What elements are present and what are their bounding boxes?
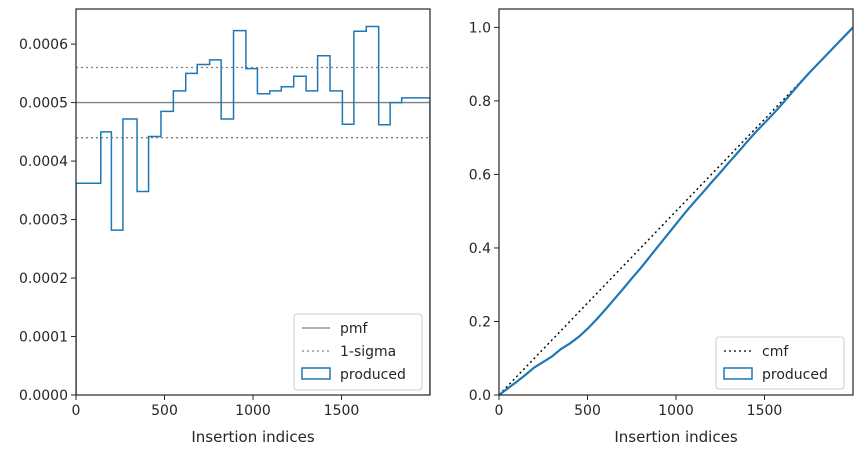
- plot-frame: [75, 8, 431, 396]
- x-tick-label: 500: [574, 403, 601, 419]
- x-axis-title: Insertion indices: [191, 428, 314, 446]
- y-tick-label: 0.2: [469, 314, 491, 330]
- plot-area: [76, 25, 430, 395]
- legend-label: produced: [340, 367, 406, 383]
- legend-label: produced: [762, 367, 828, 383]
- y-tick-label: 0.8: [469, 94, 491, 110]
- right-chart-cmf: 0 500 1000 1500 0.0 0.2 0.4 0.6 0.8 1.0 Insertion …: [469, 8, 854, 446]
- x-axis-title: Insertion indices: [614, 428, 737, 446]
- legend-swatch: [723, 367, 753, 380]
- legend-label: pmf: [340, 321, 369, 337]
- x-tick-label: 1000: [235, 403, 271, 419]
- x-tick-label: 1500: [324, 403, 360, 419]
- produced-cdf-line: [499, 26, 853, 395]
- legend-box: [715, 336, 845, 390]
- legend-box: [293, 313, 423, 391]
- legend-swatch: [301, 367, 331, 380]
- legend: cmf produced: [715, 336, 845, 390]
- x-tick-label: 500: [151, 403, 178, 419]
- y-tick-label: 0.0005: [19, 96, 68, 112]
- legend-label: 1-sigma: [340, 344, 396, 360]
- y-tick-label: 0.0: [469, 388, 491, 404]
- produced-step-histogram: [76, 25, 430, 395]
- legend-label: cmf: [762, 344, 789, 360]
- y-tick-label: 0.0001: [19, 330, 68, 346]
- y-tick-label: 0.6: [469, 167, 491, 183]
- y-tick-label: 0.0006: [19, 37, 68, 53]
- y-tick-label: 0.4: [469, 241, 491, 257]
- x-tick-label: 0: [495, 403, 504, 419]
- left-chart-pmf: 0 500 1000 1500 0.0000 0.0001 0.0002 0.0003 0.00…: [19, 8, 431, 446]
- x-tick-label: 1500: [747, 403, 783, 419]
- y-tick-label: 0.0000: [19, 388, 68, 404]
- plot-area: [499, 26, 853, 395]
- y-tick-label: 0.0003: [19, 213, 68, 229]
- y-tick-label: 0.0004: [19, 154, 68, 170]
- y-tick-label: 0.0002: [19, 271, 68, 287]
- legend: pmf 1-sigma produced: [293, 313, 423, 391]
- plot-frame: [498, 8, 854, 396]
- y-tick-label: 1.0: [469, 20, 491, 36]
- x-tick-label: 0: [72, 403, 81, 419]
- x-tick-label: 1000: [658, 403, 694, 419]
